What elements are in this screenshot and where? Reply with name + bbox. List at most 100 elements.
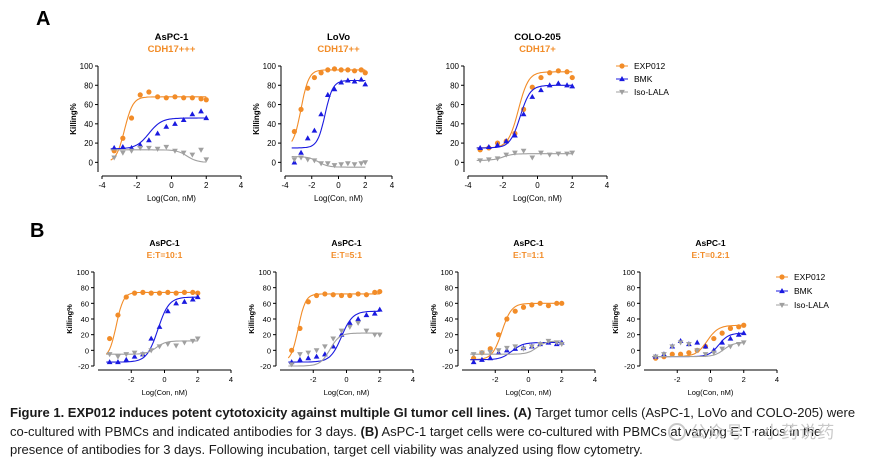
data-point-iso-lala [148,348,155,354]
data-point-exp012 [137,92,143,98]
data-point-iso-lala [545,338,552,344]
data-point-bmk [479,356,485,362]
x-tick-label: 2 [742,375,746,384]
data-point-exp012 [189,95,195,101]
data-point-exp012 [345,67,351,73]
data-point-iso-lala [512,344,519,350]
data-point-bmk [694,339,701,345]
data-point-iso-lala [537,341,543,348]
legend-label: EXP012 [634,61,665,71]
data-point-iso-lala [123,352,130,358]
data-point-exp012 [358,67,364,73]
data-point-iso-lala [345,161,351,167]
y-tick-label: 80 [81,284,89,293]
y-axis-label: Killing% [252,103,261,135]
data-point-iso-lala [163,144,170,150]
x-tick-label: -2 [133,181,141,190]
data-point-iso-lala [362,160,369,166]
watermark: 公众号 · 小药说药 [668,418,835,443]
data-point-bmk [164,308,171,314]
legend-marker [619,63,625,69]
data-point-iso-lala [119,150,126,156]
y-tick-label: 40 [445,315,453,324]
data-point-bmk [123,356,130,362]
data-point-exp012 [547,70,553,76]
y-tick-label: 80 [267,81,276,90]
x-tick-label: -2 [674,375,681,384]
data-point-exp012 [538,74,544,81]
data-point-bmk [371,310,378,316]
x-axis-label: Log(Con, nM) [142,388,188,397]
data-point-exp012 [181,289,188,295]
data-point-bmk [318,111,324,117]
data-point-iso-lala [128,148,135,154]
x-tick-label: -2 [499,181,507,190]
data-point-exp012 [736,324,742,330]
data-point-iso-lala [180,150,187,156]
data-point-exp012 [297,325,303,331]
chart-title: AsPC-1 [695,238,726,248]
data-point-exp012 [305,299,311,305]
legend-label: BMK [794,286,813,296]
data-point-iso-lala [137,145,144,151]
chart-title: AsPC-1 [331,238,362,248]
data-point-iso-lala [338,162,345,168]
data-point-iso-lala [485,157,492,163]
legend-marker [779,288,785,294]
x-tick-label: -2 [492,375,499,384]
fit-curve-bmk [110,117,207,150]
data-point-bmk [154,130,161,136]
y-tick-label: 100 [76,268,89,277]
data-point-iso-lala [376,332,383,338]
data-point-exp012 [165,289,171,295]
data-point-exp012 [362,70,368,76]
chart-subtitle: E:T=0.2:1 [691,250,729,260]
y-tick-label: 60 [263,299,271,308]
x-tick-label: -4 [281,181,289,190]
y-tick-label: 40 [267,120,276,129]
data-point-iso-lala [495,348,502,354]
legend-label: Iso-LALA [794,300,829,310]
fit-curve-iso-lala [470,340,562,355]
chart-subtitle: E:T=1:1 [513,250,544,260]
data-point-bmk [477,144,484,150]
data-point-iso-lala [564,151,570,157]
data-point-iso-lala [371,332,378,338]
data-point-iso-lala [487,349,494,355]
data-point-exp012 [198,96,204,102]
data-point-exp012 [131,290,138,296]
data-point-bmk [198,108,204,114]
data-point-iso-lala [189,338,196,344]
data-point-bmk [702,343,709,349]
data-point-bmk [297,356,303,362]
legend-marker [619,89,625,95]
data-point-exp012 [163,95,169,101]
y-tick-label: 100 [80,62,94,71]
y-tick-label: -20 [78,362,89,371]
data-point-iso-lala [318,161,324,167]
y-tick-label: 0 [272,158,277,167]
fit-curve-iso-lala [476,153,573,161]
data-point-exp012 [677,351,684,357]
data-point-iso-lala [553,340,560,346]
data-point-iso-lala [298,155,304,161]
y-tick-label: 80 [84,81,93,90]
y-tick-label: 20 [267,139,276,148]
x-tick-label: -2 [310,375,317,384]
data-point-bmk [172,120,178,126]
caption-label: Figure 1. EXP012 induces potent cytotoxi… [10,405,510,420]
fit-curve-iso-lala [291,156,366,168]
data-point-iso-lala [528,344,535,350]
data-point-bmk [194,294,201,300]
x-tick-label: 4 [390,181,395,190]
data-point-exp012 [338,292,345,299]
x-tick-label: 0 [344,375,348,384]
data-point-iso-lala [727,344,734,350]
data-point-exp012 [520,304,527,310]
data-point-exp012 [190,289,196,295]
chart-title: LoVo [327,32,350,43]
data-point-exp012 [148,290,154,296]
data-point-exp012 [529,84,535,90]
